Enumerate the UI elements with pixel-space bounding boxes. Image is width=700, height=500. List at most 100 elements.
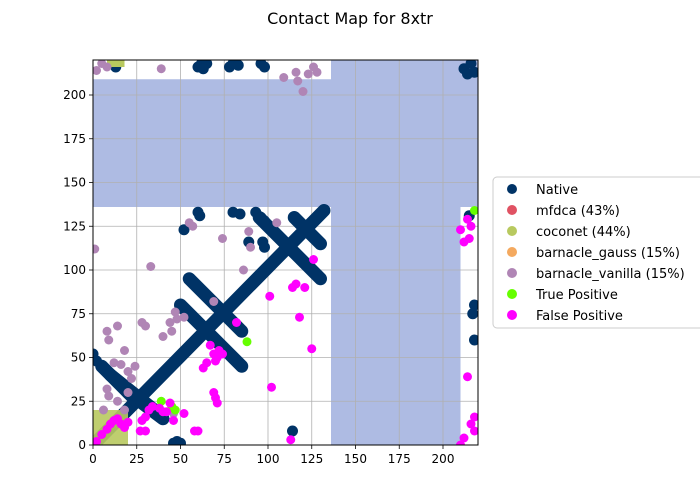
- native-point: [469, 334, 478, 346]
- barnacle-vanilla-15-point: [93, 244, 100, 254]
- barnacle-vanilla-15-point: [116, 360, 126, 369]
- false-positive-point: [162, 407, 171, 417]
- barnacle-vanilla-15-point: [239, 265, 248, 275]
- native-point: [175, 437, 186, 445]
- barnacle-vanilla-15-point: [167, 326, 177, 336]
- native-point: [259, 241, 270, 253]
- false-positive-point: [212, 398, 222, 408]
- barnacle-vanilla-15-point: [298, 87, 308, 96]
- legend-label: Native: [536, 183, 578, 198]
- y-tick-label: 50: [71, 351, 86, 365]
- barnacle-vanilla-15-point: [279, 73, 289, 82]
- barnacle-vanilla-15-point: [104, 391, 114, 401]
- y-tick-label: 75: [71, 307, 86, 321]
- false-positive-point: [165, 398, 175, 408]
- false-positive-point: [202, 358, 212, 368]
- x-tick-label: 0: [89, 452, 97, 466]
- true-positive-point: [470, 206, 478, 215]
- barnacle-vanilla-15-point: [99, 405, 108, 415]
- barnacle-vanilla-15-point: [102, 326, 112, 336]
- y-tick-label: 175: [63, 132, 86, 146]
- legend-label: True Positive: [535, 288, 618, 303]
- false-positive-point: [141, 426, 150, 436]
- legend-marker: [507, 226, 517, 236]
- barnacle-vanilla-15-point: [179, 312, 189, 322]
- legend-marker: [507, 268, 517, 278]
- y-tick-label: 125: [63, 219, 86, 233]
- x-tick-label: 125: [300, 452, 323, 466]
- barnacle-vanilla-15-point: [209, 297, 219, 306]
- legend-marker: [507, 310, 517, 320]
- barnacle-vanilla-15-point: [158, 332, 168, 341]
- x-tick-label: 175: [388, 452, 411, 466]
- barnacle-vanilla-15-point: [165, 318, 175, 327]
- barnacle-vanilla-15-point: [123, 367, 133, 376]
- barnacle-vanilla-15-point: [244, 227, 254, 236]
- false-positive-point: [232, 318, 241, 327]
- false-positive-point: [300, 283, 310, 292]
- y-tick-label: 0: [78, 438, 86, 452]
- legend-marker: [507, 184, 517, 194]
- y-tick-label: 150: [63, 176, 86, 190]
- barnacle-vanilla-15-point: [141, 321, 150, 331]
- plot-frame: [92, 59, 479, 446]
- barnacle-vanilla-15-point: [104, 335, 114, 345]
- barnacle-vanilla-15-point: [246, 242, 255, 252]
- x-tick-label: 200: [432, 452, 455, 466]
- barnacle-vanilla-15-point: [272, 218, 282, 228]
- x-tick-label: 75: [217, 452, 232, 466]
- native-point: [197, 63, 209, 75]
- false-positive-point: [295, 312, 304, 322]
- legend-label: False Positive: [536, 309, 623, 324]
- barnacle-vanilla-15-point: [120, 405, 129, 415]
- barnacle-vanilla-15-point: [170, 307, 180, 317]
- false-positive-point: [205, 340, 215, 350]
- barnacle-vanilla-15-point: [188, 221, 198, 231]
- legend-marker: [507, 247, 517, 257]
- barnacle-vanilla-15-point: [120, 346, 129, 355]
- false-positive-point: [456, 225, 465, 235]
- y-axis: 0 25 50 75 100 125 150 175 200: [63, 88, 93, 452]
- legend-marker: [507, 205, 517, 215]
- false-positive-point: [466, 221, 476, 231]
- barnacle-vanilla-15-point: [146, 262, 156, 271]
- barnacle-vanilla-15-point: [113, 396, 122, 406]
- barnacle-vanilla-15-point: [303, 69, 313, 79]
- false-positive-point: [456, 440, 465, 445]
- barnacle-vanilla-15-point: [291, 67, 301, 77]
- legend-label: mfdca (43%): [536, 204, 620, 219]
- barnacle-vanilla-15-point: [113, 321, 122, 331]
- true-positive-point: [156, 396, 166, 406]
- native-point: [178, 224, 190, 236]
- false-positive-point: [218, 349, 227, 359]
- prediction-points: [93, 60, 478, 445]
- false-positive-point: [141, 412, 150, 422]
- native-band: [174, 298, 249, 373]
- x-axis: 0 25 50 75 100 125 150 175 200: [89, 445, 454, 466]
- false-positive-point: [291, 279, 301, 289]
- barnacle-vanilla-15-point: [127, 374, 136, 383]
- chart-title: Contact Map for 8xtr: [267, 9, 433, 28]
- native-point: [465, 60, 477, 69]
- barnacle-vanilla-15-point: [156, 64, 166, 74]
- false-positive-point: [193, 426, 203, 436]
- grid-lines: [93, 60, 478, 445]
- x-tick-label: 25: [129, 452, 144, 466]
- legend-label: barnacle_gauss (15%): [536, 246, 680, 261]
- native-point: [259, 215, 270, 227]
- native-point: [194, 210, 206, 222]
- false-positive-point: [470, 426, 478, 436]
- true-positive-point: [170, 405, 180, 415]
- native-point: [467, 308, 478, 320]
- y-tick-label: 200: [63, 88, 86, 102]
- barnacle-vanilla-15-point: [312, 67, 322, 77]
- legend-box: [492, 176, 700, 329]
- native-point: [234, 208, 246, 220]
- barnacle-vanilla-15-point: [102, 384, 112, 394]
- masked-regions: [93, 60, 478, 445]
- native-point: [259, 61, 270, 73]
- false-positive-point: [464, 234, 474, 243]
- legend-marker: [507, 289, 517, 299]
- y-tick-label: 100: [63, 263, 86, 277]
